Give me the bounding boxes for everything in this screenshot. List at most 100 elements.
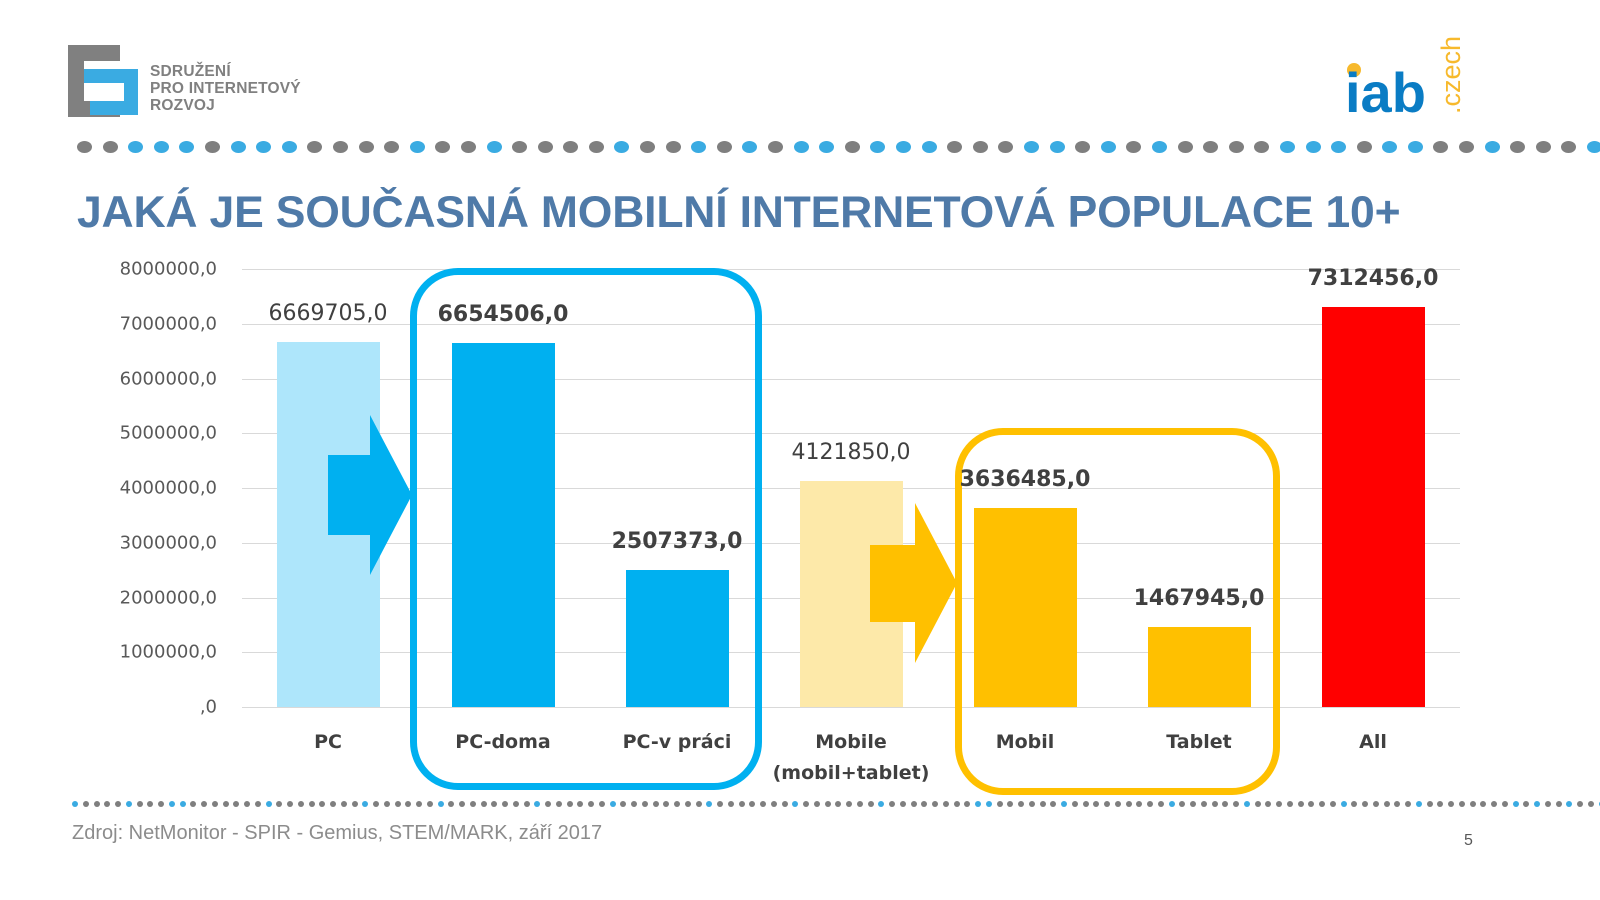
x-category-label: Mobil bbox=[925, 727, 1125, 758]
divider-dot bbox=[502, 801, 508, 807]
divider-dot bbox=[125, 801, 132, 807]
divider-dot bbox=[104, 801, 111, 807]
divider-dot bbox=[72, 801, 78, 807]
divider-dot bbox=[563, 141, 579, 153]
divider-dot bbox=[297, 801, 304, 807]
bar-value-label: 6654506,0 bbox=[437, 301, 569, 327]
x-category-label-line: PC-doma bbox=[455, 731, 551, 753]
y-tick-label: 8000000,0 bbox=[119, 258, 217, 280]
divider-dot bbox=[480, 801, 487, 807]
pc-group-highlight-box bbox=[410, 268, 762, 790]
x-category-label: PC-v práci bbox=[577, 727, 777, 758]
divider-dot bbox=[1177, 141, 1193, 153]
divider-dot bbox=[985, 801, 992, 807]
divider-dot bbox=[717, 801, 723, 807]
divider-dot bbox=[695, 801, 702, 807]
divider-dot bbox=[1007, 801, 1014, 807]
divider-dot bbox=[1305, 141, 1321, 153]
divider-dot bbox=[577, 801, 584, 807]
divider-dot bbox=[77, 141, 92, 153]
divider-dot bbox=[1018, 801, 1024, 807]
divider-dot bbox=[1222, 801, 1229, 807]
divider-dot bbox=[136, 801, 143, 807]
gridline bbox=[242, 433, 1460, 435]
x-category-label: PC-doma bbox=[403, 727, 603, 758]
divider-dot bbox=[1319, 801, 1325, 807]
divider-dot bbox=[459, 801, 465, 807]
divider-dot bbox=[244, 801, 250, 807]
divider-dot bbox=[1437, 801, 1444, 807]
divider-dot bbox=[1480, 801, 1487, 807]
divider-dot bbox=[652, 801, 659, 807]
y-tick-label: 6000000,0 bbox=[119, 368, 217, 389]
divider-dot bbox=[1254, 141, 1270, 153]
divider-dot bbox=[460, 141, 476, 153]
divider-dot bbox=[932, 801, 938, 807]
gridline bbox=[242, 323, 1460, 325]
divider-dot bbox=[211, 801, 218, 807]
y-tick-label: ,0 bbox=[199, 696, 217, 718]
divider-dot bbox=[222, 801, 229, 807]
divider-dot bbox=[201, 801, 207, 807]
divider-dot bbox=[1407, 141, 1423, 153]
divider-dot bbox=[770, 801, 777, 807]
divider-dot bbox=[1203, 141, 1219, 153]
divider-dot bbox=[486, 141, 502, 153]
divider-dot bbox=[1484, 141, 1500, 153]
divider-dot bbox=[1136, 801, 1143, 807]
divider-dot bbox=[588, 801, 594, 807]
divider-dot bbox=[749, 801, 756, 807]
divider-dot bbox=[1125, 801, 1132, 807]
divider-dot bbox=[1279, 141, 1295, 153]
y-tick-label: 7000000,0 bbox=[119, 313, 217, 335]
bar bbox=[1321, 306, 1425, 707]
org-logo-line: SDRUŽENÍ bbox=[150, 63, 231, 80]
divider-dot bbox=[889, 801, 895, 807]
divider-dot bbox=[281, 141, 297, 153]
divider-dot bbox=[691, 141, 707, 153]
divider-dot bbox=[824, 801, 831, 807]
arrow-right-icon bbox=[328, 415, 412, 575]
divider-dot bbox=[1561, 141, 1577, 153]
divider-dot bbox=[856, 801, 863, 807]
divider-dot bbox=[491, 801, 498, 807]
divider-dot bbox=[846, 801, 852, 807]
divider-dot bbox=[793, 141, 809, 153]
divider-dot bbox=[1200, 801, 1207, 807]
divider-dot bbox=[1265, 801, 1272, 807]
divider-dot bbox=[128, 141, 144, 153]
divider-dot bbox=[921, 141, 937, 153]
divider-dot bbox=[803, 801, 809, 807]
x-category-label-line: Tablet bbox=[1166, 731, 1232, 753]
divider-dot bbox=[362, 801, 369, 807]
divider-dot bbox=[819, 141, 835, 153]
divider-dot bbox=[1093, 801, 1100, 807]
divider-dot bbox=[844, 141, 860, 153]
divider-dot bbox=[1405, 801, 1411, 807]
divider-dot bbox=[1383, 801, 1390, 807]
divider-dot bbox=[330, 801, 336, 807]
divider-dot bbox=[1157, 801, 1164, 807]
gridline bbox=[242, 269, 1460, 270]
divider-dot bbox=[1510, 141, 1526, 153]
divider-dot bbox=[870, 141, 886, 153]
divider-dot bbox=[1028, 801, 1035, 807]
divider-dot bbox=[1501, 801, 1508, 807]
divider-dot bbox=[93, 801, 100, 807]
divider-dot bbox=[1147, 801, 1153, 807]
divider-dot bbox=[1061, 801, 1067, 807]
divider-dot bbox=[1276, 801, 1282, 807]
x-category-label-line: All bbox=[1359, 731, 1387, 753]
divider-dot bbox=[1100, 141, 1116, 153]
divider-dot bbox=[147, 801, 154, 807]
y-tick-label: 3000000,0 bbox=[119, 532, 217, 554]
divider-dot bbox=[512, 801, 519, 807]
divider-dot bbox=[448, 801, 455, 807]
divider-dot bbox=[1394, 801, 1401, 807]
divider-dot bbox=[792, 801, 799, 807]
bottom-dotted-divider bbox=[72, 800, 1600, 808]
arrow-right-icon bbox=[870, 503, 957, 663]
divider-dot bbox=[351, 801, 358, 807]
page-number: 5 bbox=[1464, 832, 1473, 849]
divider-dot bbox=[1179, 801, 1186, 807]
